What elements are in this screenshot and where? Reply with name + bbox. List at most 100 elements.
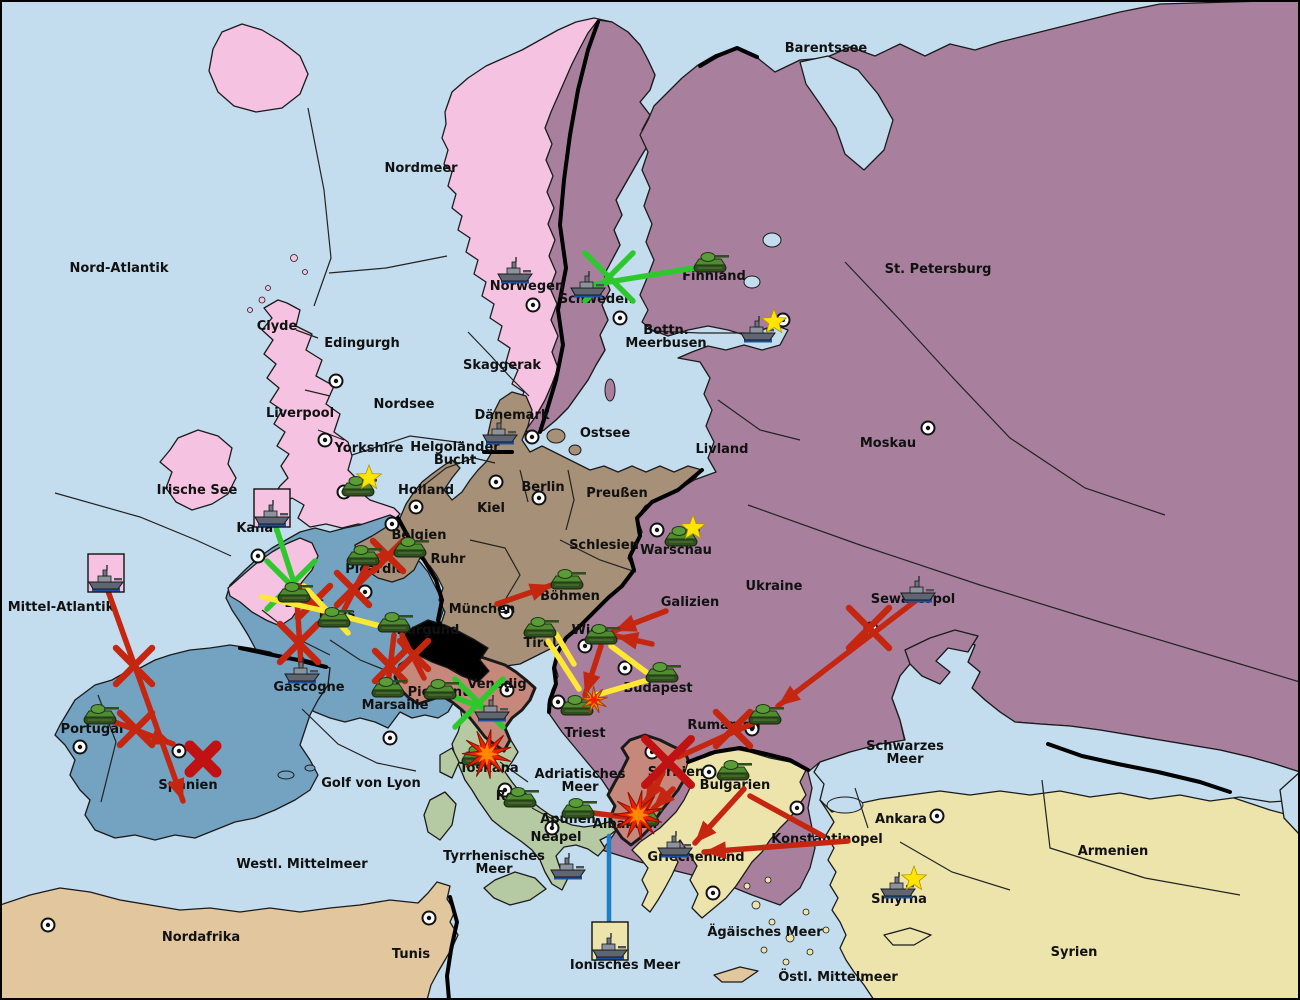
region-marmara-sea xyxy=(826,796,864,814)
supply-center xyxy=(789,800,805,816)
supply-center xyxy=(701,764,717,780)
orders-layer xyxy=(105,250,921,931)
sea-boundary-line xyxy=(651,330,745,334)
fleet-unit-daenemark[interactable] xyxy=(482,418,518,445)
army-unit-portugal[interactable] xyxy=(83,704,119,725)
region-aegean-8 xyxy=(822,926,830,934)
map-label: Syrien xyxy=(1051,945,1098,960)
sea-boundary-line xyxy=(1041,779,1241,896)
map-label: Östl. Mittelmeer xyxy=(778,969,898,985)
army-unit-boehmen[interactable] xyxy=(550,569,586,590)
markers-layer xyxy=(184,307,928,891)
fleet-unit-gascogne[interactable] xyxy=(284,657,320,684)
map-label: Clyde xyxy=(257,319,298,334)
army-unit-rumaenien[interactable] xyxy=(748,704,784,725)
fleet-unit-sewastopol[interactable] xyxy=(900,576,936,603)
fleet-unit-ionisches-meer[interactable] xyxy=(591,921,629,961)
order-yellow-line xyxy=(553,631,577,667)
region-great-britain xyxy=(261,299,401,529)
order-red-arrow xyxy=(613,631,655,650)
map-label: Westl. Mittelmeer xyxy=(236,857,368,872)
arrowhead-icon xyxy=(583,671,601,695)
region-ireland xyxy=(159,429,237,511)
army-unit-belgien[interactable] xyxy=(393,537,429,558)
arrowhead-icon xyxy=(167,777,185,801)
map-label: Tunis xyxy=(392,947,430,962)
map-label: Marsaille xyxy=(362,698,429,713)
sea-boundary-line xyxy=(717,399,801,441)
region-crete xyxy=(713,966,759,983)
failed-move-x-icon xyxy=(371,647,409,685)
region-white-sea xyxy=(799,55,894,171)
army-unit-wien[interactable] xyxy=(584,624,620,645)
map-label-line: Schwarzes xyxy=(866,739,944,754)
map-label: Holland xyxy=(398,483,454,498)
order-red-arrow xyxy=(582,643,604,698)
army-unit-finnland[interactable] xyxy=(693,252,729,273)
fleet-unit-schweden[interactable] xyxy=(570,271,606,298)
supply-center xyxy=(497,782,513,798)
region-corsica xyxy=(439,747,460,779)
order-red-arrow xyxy=(105,588,186,804)
supply-center xyxy=(649,522,665,538)
sea-boundary-line xyxy=(559,539,637,573)
region-aegean-5 xyxy=(760,946,768,954)
failed-move-x-icon xyxy=(184,740,222,778)
region-lake-onega xyxy=(743,275,761,289)
fleet-unit-neapel[interactable] xyxy=(550,853,586,880)
map-label: Nord-Atlantik xyxy=(70,261,169,276)
region-orkney xyxy=(290,254,298,262)
army-unit-burgund[interactable] xyxy=(377,612,413,633)
fleet-unit-venedig[interactable] xyxy=(474,695,510,722)
army-unit-bulgarien[interactable] xyxy=(716,760,752,781)
fleet-unit-norwegen[interactable] xyxy=(497,257,533,284)
power-border-line xyxy=(686,746,810,772)
map-label: Ankara xyxy=(875,812,927,827)
map-label-line: Bottn. xyxy=(643,323,688,338)
region-hebrides-2 xyxy=(265,285,271,291)
sea-boundary-line xyxy=(328,255,448,274)
map-label: Finnland xyxy=(682,269,746,284)
army-unit-paris[interactable] xyxy=(317,607,353,628)
arrowhead-icon xyxy=(778,685,801,706)
order-red-line xyxy=(396,632,432,681)
map-label: Liverpool xyxy=(266,406,334,421)
order-yellow-line xyxy=(545,638,582,692)
army-unit-rom[interactable] xyxy=(503,787,539,808)
order-red-arrow xyxy=(494,582,555,607)
army-unit-tirol[interactable] xyxy=(523,617,559,638)
sea-boundary-line xyxy=(54,492,232,557)
supply-center xyxy=(408,499,424,515)
map-label: Ägäisches Meer xyxy=(707,924,823,940)
sea-boundary-line xyxy=(565,469,575,531)
explosion-large-icon xyxy=(612,790,663,840)
map-label: Nordafrika xyxy=(162,930,240,945)
army-unit-picardie[interactable] xyxy=(346,545,382,566)
supply-center xyxy=(488,474,504,490)
fleet-unit-mittel-atlantik[interactable] xyxy=(87,553,125,593)
map-label: Armenien xyxy=(1078,844,1149,859)
army-unit-marsaille[interactable] xyxy=(371,677,407,698)
order-red-arrow xyxy=(650,786,676,812)
army-unit-piemont[interactable] xyxy=(423,679,459,700)
map-label: München xyxy=(449,602,515,617)
supply-center xyxy=(617,660,633,676)
region-balearic-1 xyxy=(277,770,295,780)
region-hebrides-3 xyxy=(247,307,253,313)
fleet-unit-smyrna[interactable] xyxy=(880,872,916,899)
sea-boundary-line xyxy=(531,807,559,823)
sea-boundary-line xyxy=(304,389,331,397)
army-unit-apulien[interactable] xyxy=(561,798,597,819)
map-label: Ruhr xyxy=(431,552,467,567)
star-icon xyxy=(760,307,788,334)
failed-move-x-icon xyxy=(116,709,156,749)
army-unit-triest[interactable] xyxy=(560,695,596,716)
sea-boundary-line xyxy=(329,639,391,673)
army-unit-brest[interactable] xyxy=(277,582,313,603)
supply-center xyxy=(384,516,400,532)
fleet-unit-kanal[interactable] xyxy=(253,488,291,528)
army-unit-budapest[interactable] xyxy=(645,662,681,683)
fleet-unit-griechenland[interactable] xyxy=(657,831,693,858)
sea-boundaries-layer xyxy=(54,107,1300,896)
